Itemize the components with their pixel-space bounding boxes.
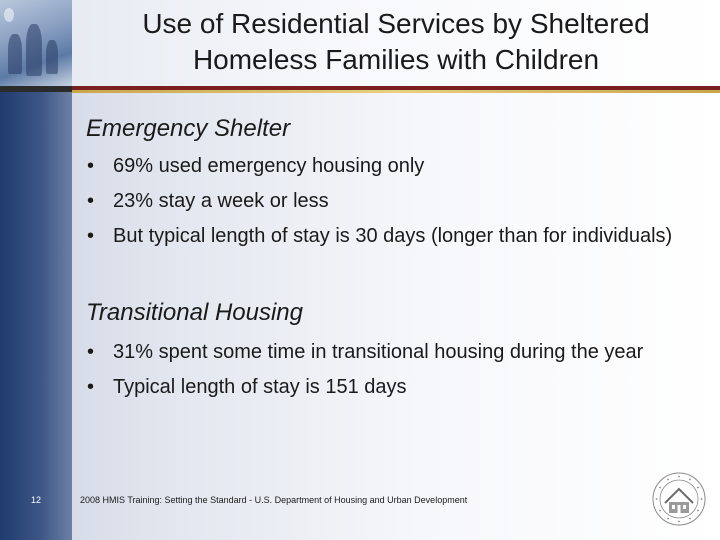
families-photo [0, 0, 72, 86]
slide-title-line-1: Use of Residential Services by Sheltered [142, 8, 650, 39]
footer-text: 2008 HMIS Training: Setting the Standard… [80, 495, 468, 505]
bullet-icon: • [87, 225, 95, 247]
title-divider [72, 86, 720, 90]
hud-seal-icon [652, 472, 706, 526]
bullet-list-emergency-shelter: • 69% used emergency housing only • 23% st… [86, 152, 686, 257]
title-divider-left [0, 86, 72, 93]
slide-title-line-2: Homeless Families with Children [192, 44, 600, 75]
bullet-icon: • [87, 376, 95, 398]
bullet-list-transitional-housing: • 31% spent some time in transitional hou… [86, 338, 686, 408]
title-divider-accent [72, 90, 720, 93]
bullet-icon: • [87, 341, 95, 363]
bullet-text: But typical length of stay is 30 days (l… [113, 225, 673, 247]
list-item: • 23% stay a week or less [86, 187, 686, 215]
title-area [72, 0, 720, 86]
bullet-icon: • [87, 190, 95, 212]
bullet-text: 23% stay a week or less [113, 190, 329, 212]
list-item: • But typical length of stay is 30 days (… [86, 222, 686, 250]
section-heading-emergency-shelter: Emergency Shelter [86, 115, 291, 142]
bullet-icon: • [87, 155, 95, 177]
list-item: • Typical length of stay is 151 days [86, 373, 686, 401]
bullet-text: 69% used emergency housing only [113, 155, 425, 177]
section-heading-transitional-housing: Transitional Housing [86, 299, 303, 326]
page-number: 12 [31, 495, 42, 505]
list-item: • 31% spent some time in transitional hou… [86, 338, 686, 366]
bullet-text: Typical length of stay is 151 days [113, 376, 407, 398]
list-item: • 69% used emergency housing only [86, 152, 686, 180]
left-band [0, 92, 72, 540]
slide-title: Use of Residential Services by Sheltered… [76, 6, 716, 78]
bullet-text: 31% spent some time in transitional hous… [113, 341, 644, 363]
